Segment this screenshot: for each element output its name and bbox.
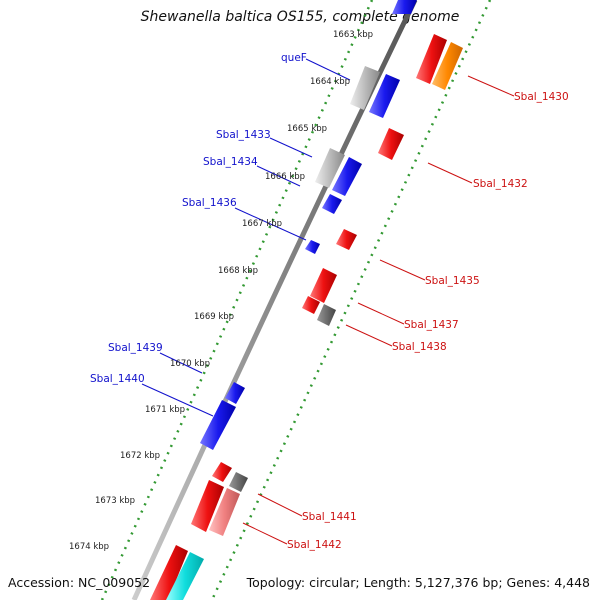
kbp-label: 1668 kbp xyxy=(218,266,258,276)
kbp-label: 1666 kbp xyxy=(265,172,305,182)
kbp-labels: 1663 kbp 1664 kbp 1665 kbp 1666 kbp 1667… xyxy=(69,30,373,552)
gene-sbal-1430[interactable] xyxy=(432,42,463,90)
leader-lines xyxy=(141,58,515,545)
gene-sbal-1440-b[interactable] xyxy=(200,400,236,450)
kbp-label: 1671 kbp xyxy=(145,405,185,415)
gene-label-sbal-1440[interactable]: Sbal_1440 xyxy=(90,373,145,385)
forward-strand-genes xyxy=(150,0,417,600)
gene-sbal-1434[interactable] xyxy=(332,157,362,196)
gene-sbal-1437[interactable] xyxy=(302,296,320,314)
leader-sbal-1439 xyxy=(159,352,203,374)
inner-tick-ring xyxy=(210,0,492,600)
kbp-label: 1672 kbp xyxy=(120,451,160,461)
gene-sbal-1441-a[interactable] xyxy=(212,462,232,482)
gene-sbal-1430-red[interactable] xyxy=(416,34,447,84)
leader-sbal-1438 xyxy=(345,324,393,347)
leader-sbal-1437 xyxy=(357,302,405,325)
gene-label-sbal-1436[interactable]: Sbal_1436 xyxy=(182,197,237,209)
leader-sbal-1434 xyxy=(256,165,301,187)
gene-top-blue[interactable] xyxy=(392,0,417,14)
gene-sbal-1442[interactable] xyxy=(209,488,240,536)
gene-label-sbal-1433[interactable]: Sbal_1433 xyxy=(216,129,271,141)
reverse-strand-genes xyxy=(166,34,463,600)
gene-label-sbal-1441[interactable]: Sbal_1441 xyxy=(302,511,357,523)
kbp-label: 1665 kbp xyxy=(287,124,327,134)
kbp-label: 1663 kbp xyxy=(333,30,373,40)
leader-sbal-1430 xyxy=(467,75,515,97)
kbp-label: 1669 kbp xyxy=(194,312,234,322)
genome-backbone xyxy=(131,0,418,600)
genome-title: Shewanella baltica OS155, complete genom… xyxy=(140,9,460,25)
gene-sbal-1432[interactable] xyxy=(378,128,404,160)
gene-label-sbal-1437[interactable]: Sbal_1437 xyxy=(404,319,459,331)
gene-sbal-1436-b[interactable] xyxy=(305,240,320,254)
gene-sbal-1441-b[interactable] xyxy=(191,480,224,532)
kbp-label: 1670 kbp xyxy=(170,359,210,369)
gene-label-sbal-1434[interactable]: Sbal_1434 xyxy=(203,156,258,168)
accession-text: Accession: NC_009052 xyxy=(8,575,151,590)
genome-summary-text: Topology: circular; Length: 5,127,376 bp… xyxy=(246,575,590,590)
gene-sbal-1433[interactable] xyxy=(315,148,345,188)
gene-sbal-1435-b[interactable] xyxy=(310,268,337,303)
kbp-label: 1664 kbp xyxy=(310,77,350,87)
gene-bottom-cyan[interactable] xyxy=(166,552,204,600)
leader-sbal-1442 xyxy=(242,522,288,545)
gene-bottom-red[interactable] xyxy=(150,545,188,600)
gene-quef[interactable] xyxy=(350,66,380,110)
outer-tick-ring xyxy=(100,0,374,600)
gene-label-sbal-1439[interactable]: Sbal_1439 xyxy=(108,342,163,354)
leader-sbal-1432 xyxy=(427,162,473,184)
leader-sbal-1441 xyxy=(257,493,303,517)
leader-quef xyxy=(305,58,351,81)
gene-label-sbal-1430[interactable]: Sbal_1430 xyxy=(514,91,569,103)
leader-sbal-1433 xyxy=(269,137,313,158)
gene-quef-blue[interactable] xyxy=(369,74,400,118)
gene-sbal-1440-a[interactable] xyxy=(225,382,245,404)
gene-label-sbal-1435[interactable]: Sbal_1435 xyxy=(425,275,480,287)
gene-labels: Sbal_1430 queF Sbal_1433 Sbal_1432 Sbal_… xyxy=(90,52,569,551)
kbp-label: 1674 kbp xyxy=(69,542,109,552)
gene-label-sbal-1432[interactable]: Sbal_1432 xyxy=(473,178,528,190)
gene-label-sbal-1438[interactable]: Sbal_1438 xyxy=(392,341,447,353)
gene-label-sbal-1442[interactable]: Sbal_1442 xyxy=(287,539,342,551)
leader-sbal-1436 xyxy=(234,207,307,241)
gene-label-quef[interactable]: queF xyxy=(281,52,307,64)
leader-sbal-1435 xyxy=(379,259,426,281)
kbp-label: 1673 kbp xyxy=(95,496,135,506)
gene-sbal-1442-grey[interactable] xyxy=(229,472,248,492)
leader-sbal-1440 xyxy=(141,383,214,417)
gene-sbal-1435-a[interactable] xyxy=(336,229,357,250)
gene-sbal-1436-a[interactable] xyxy=(322,194,342,214)
kbp-label: 1667 kbp xyxy=(242,219,282,229)
gene-sbal-1438[interactable] xyxy=(317,304,336,326)
